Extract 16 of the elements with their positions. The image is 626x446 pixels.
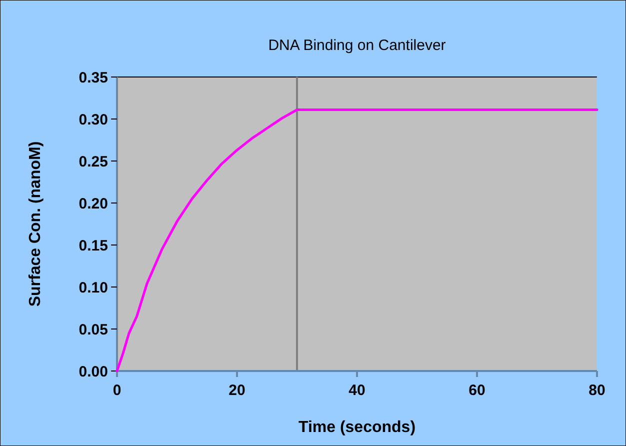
y-tick-label: 0.00 (78, 363, 108, 380)
y-axis-title: Surface Con. (nanoM) (27, 141, 44, 307)
y-tick-label: 0.20 (78, 195, 108, 212)
y-tick-label: 0.25 (78, 153, 108, 170)
y-tick-label: 0.35 (78, 69, 108, 86)
y-tick-label: 0.30 (78, 111, 108, 128)
chart-title: DNA Binding on Cantilever (268, 37, 446, 54)
y-tick-label: 0.05 (78, 321, 108, 338)
x-axis-title: Time (seconds) (298, 419, 416, 436)
x-tick-label: 20 (228, 382, 246, 399)
x-tick-label: 60 (468, 382, 486, 399)
y-tick-label: 0.10 (78, 279, 108, 296)
x-tick-label: 40 (348, 382, 366, 399)
x-tick-label: 80 (588, 382, 606, 399)
y-tick-label: 0.15 (78, 237, 108, 254)
x-tick-label: 0 (112, 382, 122, 399)
